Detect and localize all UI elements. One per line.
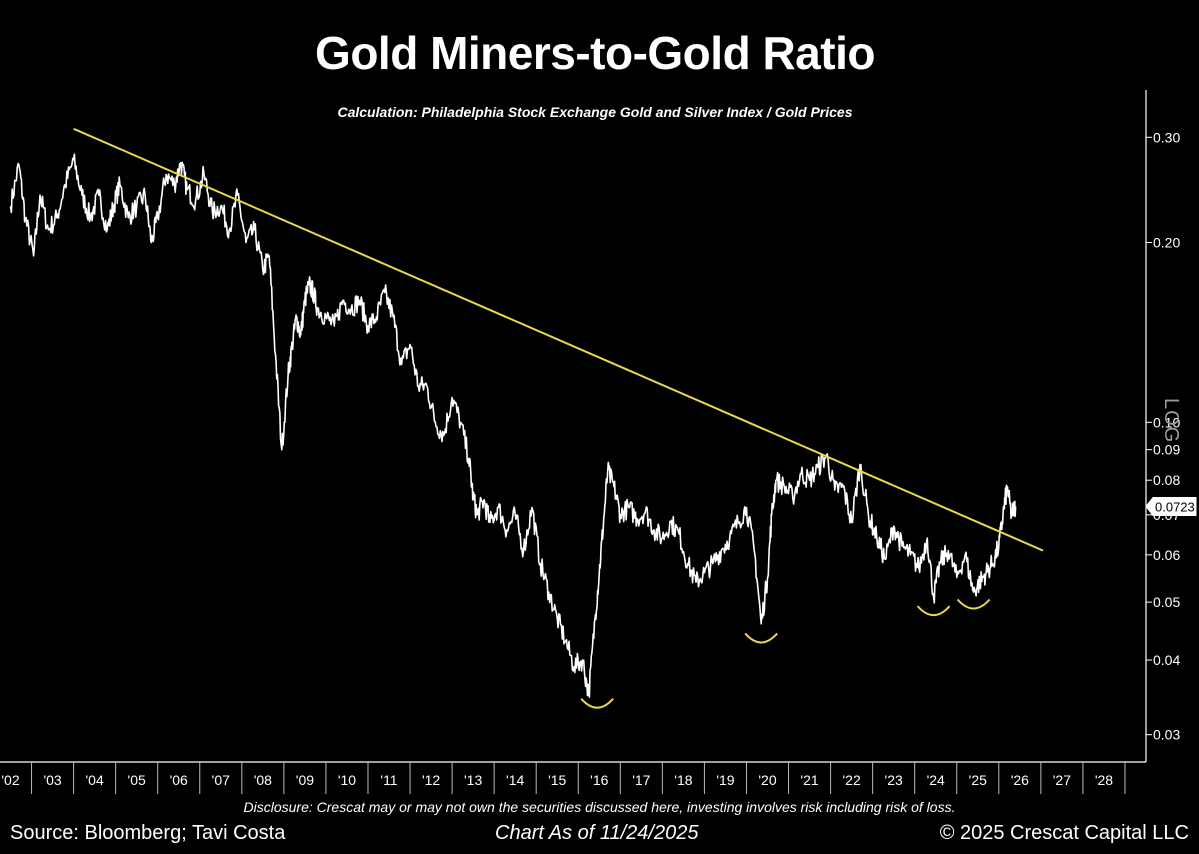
x-tick-label: '11	[380, 772, 397, 788]
x-tick-label: '05	[128, 772, 146, 788]
x-tick-label: '02	[1, 772, 19, 788]
x-tick-label: '19	[716, 772, 734, 788]
copyright-text: © 2025 Crescat Capital LLC	[939, 822, 1189, 844]
disclosure-text: Disclosure: Crescat may or may not own t…	[243, 799, 956, 815]
x-tick-label: '28	[1095, 772, 1113, 788]
x-tick-label: '17	[632, 772, 650, 788]
x-tick-label: '21	[800, 772, 818, 788]
ratio-series-line	[9, 153, 1017, 698]
x-tick-label: '26	[1011, 772, 1029, 788]
bottom-mark	[956, 598, 991, 610]
x-tick-label: '10	[338, 772, 356, 788]
x-tick-label: '22	[842, 772, 860, 788]
y-tick-label: 0.03	[1153, 727, 1180, 743]
x-tick-label: '08	[254, 772, 272, 788]
y-tick-label: 0.04	[1153, 652, 1180, 668]
chart-subtitle: Calculation: Philadelphia Stock Exchange…	[337, 104, 853, 120]
log-scale-label: LOG	[1160, 398, 1182, 444]
y-tick-label: 0.10	[1153, 414, 1180, 430]
x-tick-label: '25	[969, 772, 987, 788]
x-tick-label: '09	[296, 772, 314, 788]
bottom-mark	[744, 632, 778, 644]
series-layer	[9, 153, 1017, 698]
x-tick-label: '12	[422, 772, 440, 788]
y-tick-label: 0.06	[1153, 547, 1180, 563]
y-tick-label: 0.20	[1153, 234, 1180, 250]
y-tick-label: 0.05	[1153, 594, 1180, 610]
as-of-date: Chart As of 11/24/2025	[495, 822, 699, 844]
x-tick-label: '16	[590, 772, 608, 788]
x-tick-label: '03	[43, 772, 61, 788]
y-tick-label: 0.09	[1153, 442, 1180, 458]
x-tick-label: '27	[1053, 772, 1071, 788]
last-value-badge	[1145, 496, 1197, 516]
y-tick-label: 0.30	[1153, 129, 1180, 145]
bottom-mark	[916, 605, 951, 617]
x-tick-label: '18	[674, 772, 692, 788]
chart-title: Gold Miners-to-Gold Ratio	[315, 27, 875, 79]
source-text: Source: Bloomberg; Tavi Costa	[10, 822, 286, 844]
x-tick-label: '23	[885, 772, 903, 788]
x-tick-label: '15	[548, 772, 566, 788]
annotation-layer	[73, 127, 1044, 709]
last-value-label: 0.0723	[1155, 499, 1195, 514]
bottom-mark	[580, 697, 614, 709]
x-tick-label: '13	[464, 772, 482, 788]
x-tick-label: '14	[506, 772, 524, 788]
x-tick-label: '24	[927, 772, 945, 788]
trendline	[73, 127, 1044, 552]
x-tick-label: '04	[85, 772, 103, 788]
x-tick-label: '20	[758, 772, 776, 788]
x-axis: '02 '03 '04 '05 '06 '07 '08 '09 '10 '11 '12 '13 '14 '…	[0, 761, 1146, 794]
y-axis: 0.300.200.100.090.080.070.060.050.040.03…	[1145, 90, 1197, 762]
y-tick-label: 0.08	[1153, 472, 1180, 488]
x-tick-label: '06	[170, 772, 188, 788]
x-tick-label: '07	[212, 772, 230, 788]
